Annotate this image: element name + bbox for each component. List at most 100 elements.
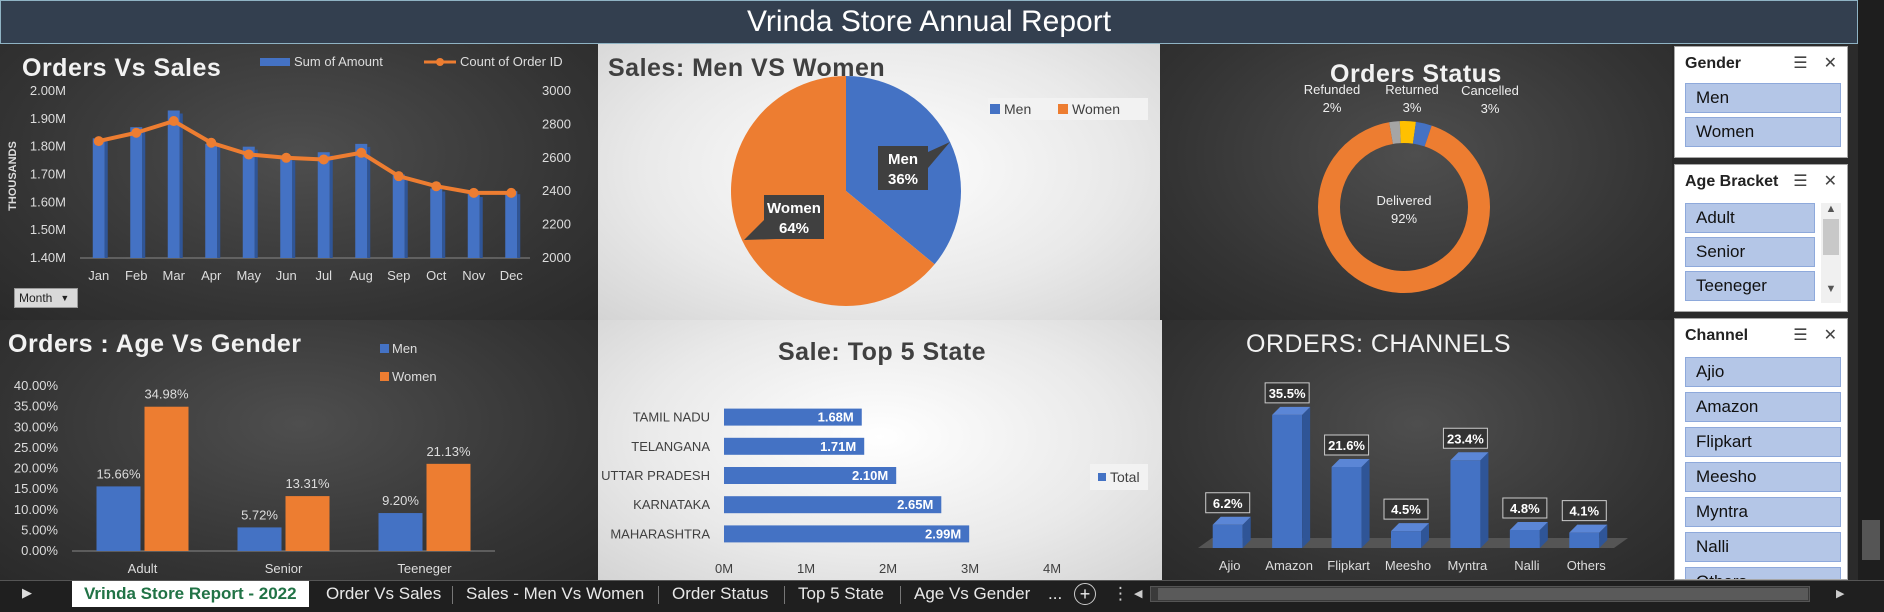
age-vs-gender-title: Orders : Age Vs Gender [8, 330, 302, 358]
add-sheet-icon[interactable]: + [1074, 583, 1096, 605]
clear-filter-icon[interactable]: ✕ [1823, 173, 1837, 190]
bar-channel-top [1450, 452, 1489, 461]
legend-label: Women [392, 369, 437, 384]
bar-amount [167, 110, 180, 258]
x-tick-label: Oct [426, 268, 447, 283]
x-tick-label: Senior [265, 561, 303, 576]
y-tick-label: 20.00% [14, 461, 59, 476]
top5-state-panel[interactable]: Sale: Top 5 State 1.68M TAMIL NADU 1.71M TE… [598, 320, 1162, 580]
tab-top-5-state[interactable]: Top 5 State [798, 584, 885, 603]
month-filter-button[interactable]: Month ▼ [14, 288, 78, 308]
x-tick-label: 0M [715, 561, 733, 576]
scroll-up-icon[interactable]: ▲ [1825, 203, 1837, 215]
multi-select-icon[interactable]: ☰ [1793, 327, 1808, 344]
x-tick-label: 4M [1043, 561, 1061, 576]
y-tick-label: TELANGANA [631, 439, 710, 454]
channel-slicer-item[interactable]: Flipkart [1685, 427, 1841, 457]
orders-vs-sales-panel[interactable]: Orders Vs Sales Sum of Amount Count of Or… [0, 44, 598, 320]
multi-select-icon[interactable]: ☰ [1793, 173, 1808, 190]
age-slicer-item[interactable]: Senior [1685, 237, 1815, 267]
bar-channel-top [1272, 406, 1311, 415]
tab-vrinda-store-report[interactable]: Vrinda Store Report - 2022 [72, 581, 309, 607]
y-axis-unit: THOUSANDS [7, 141, 19, 211]
channel-slicer-item[interactable]: Myntra [1685, 497, 1841, 527]
data-label-box [1324, 434, 1370, 456]
x-tick-label: Nalli [1514, 558, 1539, 573]
channel-slicer-item[interactable]: Ajio [1685, 357, 1841, 387]
bar-men [237, 527, 282, 551]
horizontal-scroll-thumb[interactable] [1158, 588, 1808, 600]
bar-channel-top [1569, 524, 1608, 533]
women-pct: 64% [779, 220, 809, 237]
x-tick-label: Others [1567, 558, 1607, 573]
bar-amount-side [104, 141, 108, 258]
channel-slicer-title: Channel [1685, 327, 1749, 344]
scroll-thumb[interactable] [1823, 219, 1839, 255]
tab-more[interactable]: ... [1048, 584, 1063, 603]
bar-amount-side [254, 149, 258, 258]
legend-swatch-women [380, 372, 389, 381]
multi-select-icon[interactable]: ☰ [1793, 55, 1808, 72]
channel-slicer-item[interactable]: Others [1685, 567, 1841, 579]
y-tick-label: 35.00% [14, 399, 59, 414]
channels-panel[interactable]: ORDERS: CHANNELS 6.2% Ajio 35.5% Amazon 21.6… [1162, 320, 1672, 580]
age-vs-gender-panel[interactable]: Orders : Age Vs Gender Men Women 40.00% 35.… [0, 320, 598, 580]
x-tick-label: Jul [315, 268, 332, 283]
age-bracket-slicer-title: Age Bracket [1685, 173, 1779, 190]
tab-sales-men-vs-women[interactable]: Sales - Men Vs Women [466, 584, 645, 603]
gender-slicer-item[interactable]: Women [1685, 117, 1841, 147]
orders-vs-sales-title: Orders Vs Sales [22, 54, 222, 82]
tab-scroll-right-icon[interactable]: ▶ [22, 585, 32, 600]
legend-label: Men [392, 341, 417, 356]
gender-slicer[interactable]: Gender ☰ ✕ Men Women [1674, 46, 1848, 158]
data-label-box [1561, 500, 1607, 522]
channel-slicer-item[interactable]: Nalli [1685, 532, 1841, 562]
clear-filter-icon[interactable]: ✕ [1823, 327, 1837, 344]
channel-slicer-item[interactable]: Amazon [1685, 392, 1841, 422]
bar-channel-top [1212, 516, 1251, 525]
tab-order-vs-sales[interactable]: Order Vs Sales [326, 584, 442, 603]
vertical-scroll-thumb[interactable] [1862, 520, 1880, 560]
x-tick-label: Jun [276, 268, 297, 283]
orders-count-point [468, 187, 479, 198]
bar-channel [1391, 531, 1421, 548]
legend-label: Count of Order ID [460, 54, 563, 69]
status-label-pct: 3% [1481, 101, 1500, 116]
scroll-left-icon[interactable]: ◀ [1134, 588, 1143, 600]
y-tick-label: KARNATAKA [633, 497, 710, 512]
gender-slicer-item[interactable]: Men [1685, 83, 1841, 113]
more-options-icon[interactable]: ⋮ [1112, 584, 1129, 603]
clear-filter-icon[interactable]: ✕ [1823, 55, 1837, 72]
vertical-scrollbar[interactable] [1858, 0, 1884, 580]
donut-slice-refunded [1318, 121, 1490, 293]
y-tick-label: 0.00% [21, 543, 58, 558]
bar-amount [242, 146, 255, 258]
channel-slicer-item[interactable]: Meesho [1685, 462, 1841, 492]
age-bracket-slicer[interactable]: Age Bracket ☰ ✕ Adult Senior Teeneger ▲ … [1674, 164, 1848, 312]
data-label-box [1383, 498, 1429, 520]
bar-amount-side [179, 113, 183, 258]
scroll-down-icon[interactable]: ▼ [1825, 283, 1837, 295]
bar-amount-side [329, 155, 333, 258]
scroll-right-icon[interactable]: ▶ [1836, 588, 1845, 600]
bar-amount [92, 138, 105, 258]
bar-state [724, 525, 970, 543]
bar-state [724, 408, 862, 426]
tab-order-status[interactable]: Order Status [672, 584, 769, 603]
status-label-pct: 3% [1403, 100, 1422, 115]
channel-slicer[interactable]: Channel ☰ ✕ Ajio Amazon Flipkart Meesho … [1674, 318, 1848, 580]
age-slicer-item[interactable]: Adult [1685, 203, 1815, 233]
orders-status-panel[interactable]: Orders Status Refunded 2% Returned 3% Cancel… [1160, 44, 1672, 320]
gender-slicer-title: Gender [1685, 55, 1742, 72]
women-callout-pointer [744, 220, 776, 240]
tab-age-vs-gender[interactable]: Age Vs Gender [914, 584, 1031, 603]
x-tick-label: 3M [961, 561, 979, 576]
age-slicer-scrollbar[interactable]: ▲ ▼ [1821, 203, 1841, 303]
bar-amount-side [442, 191, 446, 258]
age-slicer-item[interactable]: Teeneger [1685, 271, 1815, 301]
sales-men-women-panel[interactable]: Sales: Men VS Women Men 36% Women 64% Men Wom… [598, 44, 1160, 320]
y-tick-label: 1.80M [30, 139, 66, 154]
y-tick-label: MAHARASHTRA [610, 526, 710, 541]
men-label: Men [888, 151, 918, 168]
dropdown-arrow-icon: ▼ [60, 293, 70, 303]
